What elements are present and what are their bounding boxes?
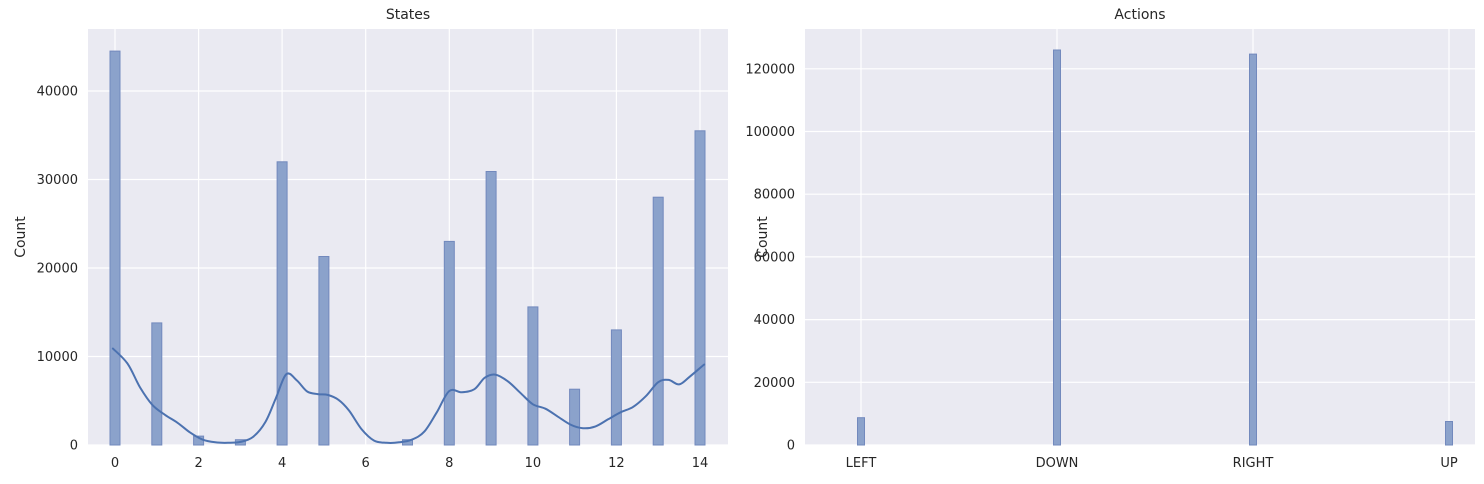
actions-chart-title: Actions <box>1114 7 1166 23</box>
y-tick-label: 80000 <box>754 188 795 203</box>
y-tick-label: 20000 <box>37 262 78 277</box>
histogram-bar <box>652 196 664 446</box>
histogram-bar <box>694 130 706 446</box>
states-y-axis-label: Count <box>13 216 29 258</box>
x-tick-label: 14 <box>692 456 709 471</box>
histogram-bar <box>1053 49 1061 446</box>
y-tick-label: 100000 <box>745 125 795 140</box>
y-tick-label: 40000 <box>754 313 795 328</box>
histogram-bar <box>857 417 865 446</box>
y-tick-label: 120000 <box>745 62 795 77</box>
histogram-bar <box>527 306 539 446</box>
x-tick-label: DOWN <box>1036 456 1079 471</box>
histogram-bar <box>151 322 163 446</box>
y-tick-label: 10000 <box>37 350 78 365</box>
actions-y-axis-label: Count <box>755 216 771 258</box>
x-tick-label: LEFT <box>846 456 877 471</box>
histogram-bar <box>610 329 622 446</box>
y-tick-label: 0 <box>70 439 78 454</box>
x-tick-label: 6 <box>362 456 370 471</box>
histogram-bar <box>1445 421 1453 446</box>
x-tick-label: 8 <box>445 456 453 471</box>
x-tick-label: 10 <box>525 456 542 471</box>
x-tick-label: UP <box>1440 456 1458 471</box>
kde-curve <box>111 347 706 444</box>
histogram-bar <box>1249 53 1257 446</box>
histogram-bar <box>443 240 455 446</box>
states-plot-area: 0 10000 20000 30000 40000 0 2 4 6 8 10 12 14 <box>37 29 728 471</box>
x-tick-label: 12 <box>608 456 625 471</box>
x-tick-label: RIGHT <box>1233 456 1274 471</box>
x-tick-label: 4 <box>278 456 286 471</box>
actions-subplot: 0 20000 40000 60000 80000 100000 120000 LEFT DOW… <box>742 0 1484 484</box>
y-tick-label: 30000 <box>37 173 78 188</box>
actions-plot-area: 0 20000 40000 60000 80000 100000 120000 LEFT DOW… <box>745 29 1475 471</box>
x-tick-label: 2 <box>194 456 202 471</box>
plot-background <box>805 29 1475 445</box>
y-tick-label: 60000 <box>754 250 795 265</box>
states-chart-title: States <box>385 7 431 23</box>
histogram-bar <box>485 171 497 446</box>
histogram-bar <box>109 50 121 446</box>
histogram-bar <box>276 161 288 446</box>
x-tick-label: 0 <box>111 456 119 471</box>
y-tick-label: 0 <box>787 439 795 454</box>
y-tick-label: 20000 <box>754 376 795 391</box>
states-subplot: 0 10000 20000 30000 40000 0 2 4 6 8 10 12 14 States … <box>13 7 728 471</box>
y-tick-label: 40000 <box>37 85 78 100</box>
histogram-bar <box>318 256 330 446</box>
histogram-bar <box>569 388 581 446</box>
